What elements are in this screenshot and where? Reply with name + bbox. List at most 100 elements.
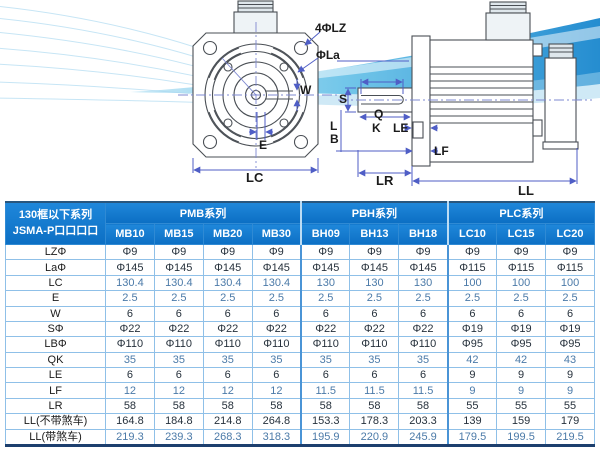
table-cell: 35 <box>202 351 253 369</box>
table-row: QK 35 35 35 35 35 35 35 42 42 43 <box>5 351 595 369</box>
table-cell: 6 <box>251 366 302 384</box>
table-cell: 9 <box>446 366 498 384</box>
table-cell: Φ9 <box>398 243 449 261</box>
dim-label-lf: LF <box>434 144 449 158</box>
table-cell: 11.5 <box>349 382 400 399</box>
table-cell: Φ22 <box>251 320 302 338</box>
table-cell: Φ22 <box>202 320 253 338</box>
table-cell: Φ9 <box>300 243 351 261</box>
table-cell: 203.3 <box>398 413 449 430</box>
table-row: LC 130.4 130.4 130.4 130.4 130 130 130 100 100 100 <box>5 274 595 292</box>
table-cell: Φ145 <box>153 259 204 276</box>
table-cell: Φ22 <box>398 320 449 338</box>
screw-head <box>279 118 289 128</box>
table-cell: 268.3 <box>202 428 253 446</box>
table-cell: 2.5 <box>349 290 400 307</box>
table-cell: 2.5 <box>300 290 351 307</box>
spec-table: 130框以下系列 JSMA-P口口口口 PMB系列 PBH系列 PLC系列 MB10 MB1… <box>5 201 595 447</box>
corner-header-line: JSMA-P口口口口 <box>12 224 99 237</box>
series-header-3: PLC系列 <box>446 201 595 224</box>
dim-label-4phi-lz: 4ΦLZ <box>315 21 347 35</box>
dim-label-s: S <box>339 92 348 106</box>
table-cell: 11.5 <box>398 382 449 399</box>
table-cell: 130.4 <box>105 274 155 292</box>
table-cell: 100 <box>446 274 498 292</box>
table-cell: 130 <box>349 274 400 292</box>
table-cell: Φ9 <box>251 243 302 261</box>
table-cell: Φ145 <box>300 259 351 276</box>
table-cell: 178.3 <box>349 413 400 430</box>
screw-head <box>223 118 233 128</box>
table-cell: 6 <box>300 305 351 322</box>
table-cell: Φ115 <box>545 259 595 276</box>
table-cell: 6 <box>202 366 253 384</box>
model-header: BH09 <box>300 223 351 245</box>
table-cell: 100 <box>496 274 547 292</box>
table-cell: 179.5 <box>446 428 498 446</box>
table-cell: 264.8 <box>251 413 302 430</box>
table-cell: 35 <box>105 351 155 369</box>
table-cell: 214.8 <box>202 413 253 430</box>
table-cell: 2.5 <box>105 290 155 307</box>
table-cell: 199.5 <box>496 428 547 446</box>
table-cell: Φ22 <box>105 320 155 338</box>
row-label: LR <box>5 397 106 415</box>
table-cell: 55 <box>496 397 547 415</box>
table-cell: 153.3 <box>300 413 351 430</box>
table-cell: 6 <box>105 366 155 384</box>
table-cell: Φ22 <box>349 320 400 338</box>
front-connector-body <box>233 11 278 34</box>
spec-table-body: LZΦ Φ9 Φ9 Φ9 Φ9 Φ9 Φ9 Φ9 Φ9 Φ9 Φ9 LaΦ Φ145 Φ145 Φ145 Φ1… <box>5 243 595 446</box>
table-row: LL(不带煞车) 164.8 184.8 214.8 264.8 153.3 178.3 20… <box>5 413 595 430</box>
table-cell: Φ110 <box>251 336 302 353</box>
table-cell: Φ115 <box>496 259 547 276</box>
table-cell: Φ19 <box>446 320 498 338</box>
table-cell: Φ9 <box>153 243 204 261</box>
dim-label-lr: LR <box>376 173 394 188</box>
screw-head <box>279 62 289 72</box>
table-cell: Φ110 <box>349 336 400 353</box>
table-cell: 11.5 <box>300 382 351 399</box>
table-row: LBΦ Φ110 Φ110 Φ110 Φ110 Φ110 Φ110 Φ110 Φ95 Φ95 Φ95 <box>5 336 595 353</box>
table-cell: Φ9 <box>202 243 253 261</box>
model-header: MB20 <box>202 223 253 245</box>
table-cell: Φ145 <box>251 259 302 276</box>
shaft-side <box>357 87 414 113</box>
table-cell: 58 <box>202 397 253 415</box>
table-cell: 43 <box>545 351 595 369</box>
table-cell: 58 <box>153 397 204 415</box>
flange-side <box>411 35 431 167</box>
table-cell: 6 <box>446 305 498 322</box>
series-header-1: PMB系列 <box>105 201 302 224</box>
table-row: LZΦ Φ9 Φ9 Φ9 Φ9 Φ9 Φ9 Φ9 Φ9 Φ9 Φ9 <box>5 243 595 261</box>
dim-label-k: K <box>372 121 381 135</box>
row-label: LF <box>5 382 106 399</box>
table-cell: Φ95 <box>496 336 547 353</box>
table-cell: 2.5 <box>496 290 547 307</box>
model-header: MB15 <box>153 223 204 245</box>
table-cell: 100 <box>545 274 595 292</box>
table-cell: 35 <box>300 351 351 369</box>
row-label: LL(不带煞车) <box>5 413 106 430</box>
table-cell: 6 <box>105 305 155 322</box>
row-label: LBΦ <box>5 336 106 353</box>
table-row: LE 6 6 6 6 6 6 6 9 9 9 <box>5 366 595 384</box>
table-cell: 195.9 <box>300 428 351 446</box>
corner-header-line: 130框以下系列 <box>18 209 93 222</box>
table-cell: 42 <box>496 351 547 369</box>
front-view-dimensions <box>178 22 409 174</box>
table-cell: 58 <box>251 397 302 415</box>
table-cell: Φ9 <box>349 243 400 261</box>
table-cell: 239.3 <box>153 428 204 446</box>
table-cell: 6 <box>202 305 253 322</box>
table-cell: 130 <box>300 274 351 292</box>
table-cell: Φ95 <box>545 336 595 353</box>
model-header: LC15 <box>496 223 547 245</box>
table-cell: 6 <box>153 366 204 384</box>
table-cell: 164.8 <box>105 413 155 430</box>
front-view-drawing <box>192 0 319 158</box>
table-row: E 2.5 2.5 2.5 2.5 2.5 2.5 2.5 2.5 2.5 2.5 <box>5 290 595 307</box>
table-cell: 219.3 <box>105 428 155 446</box>
table-cell: 159 <box>496 413 547 430</box>
